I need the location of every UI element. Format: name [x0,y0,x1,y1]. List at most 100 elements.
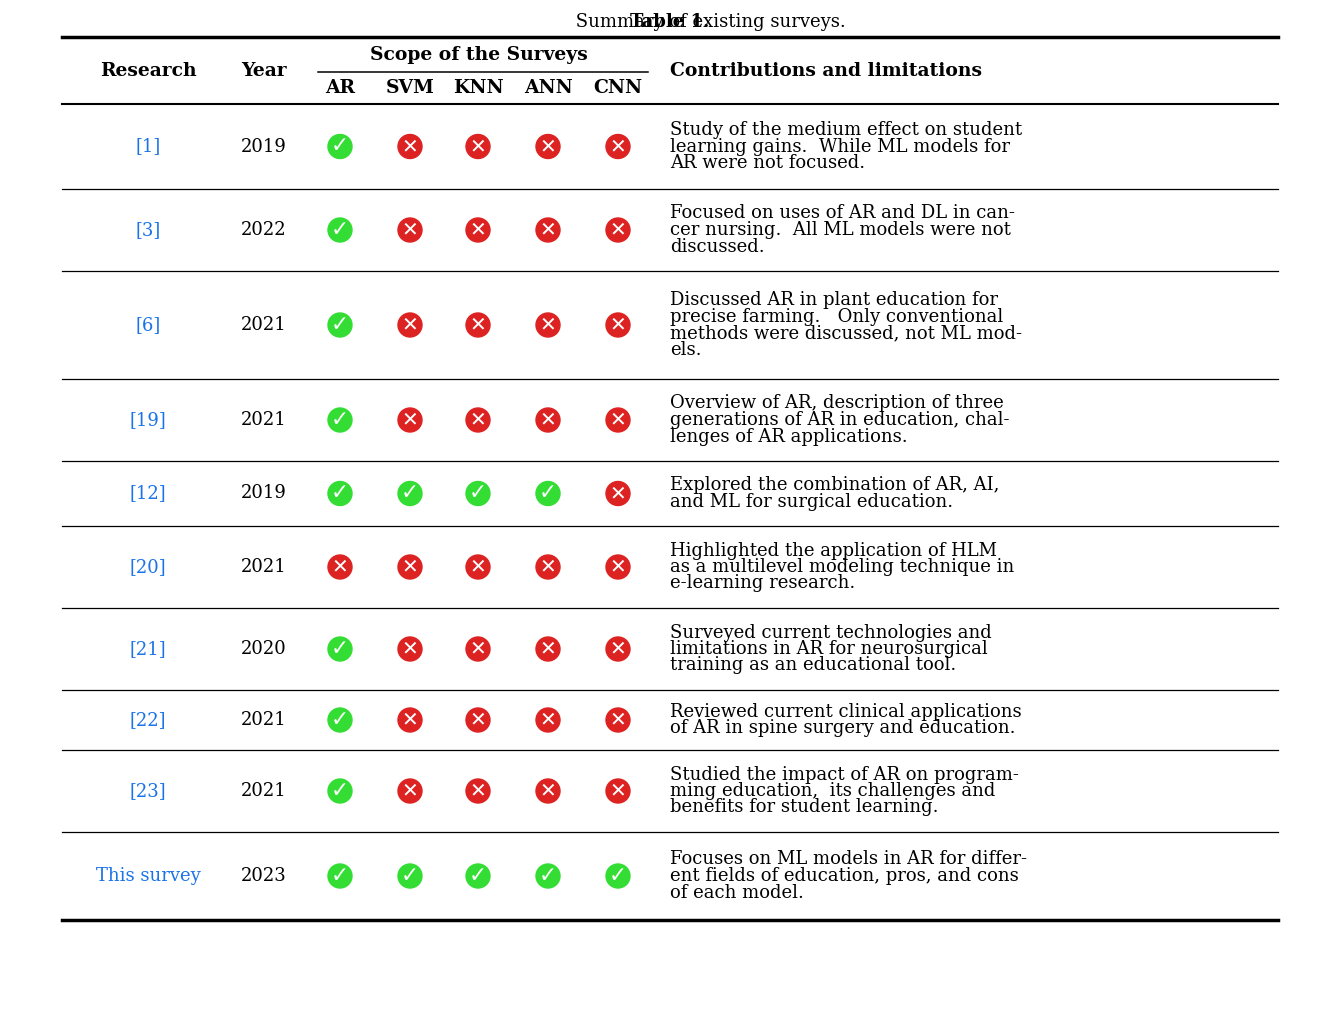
Circle shape [328,864,352,888]
Circle shape [606,408,630,432]
Text: ✓: ✓ [331,410,348,430]
Text: ✕: ✕ [469,710,486,730]
Text: precise farming.   Only conventional: precise farming. Only conventional [670,308,1004,326]
Circle shape [536,408,560,432]
Text: Highlighted the application of HLM: Highlighted the application of HLM [670,542,997,559]
Circle shape [328,779,352,803]
Text: of each model.: of each model. [670,883,804,902]
Text: ✕: ✕ [540,782,556,800]
Text: ✓: ✓ [539,866,557,886]
Text: ✓: ✓ [539,484,557,504]
Circle shape [398,134,422,158]
Circle shape [606,637,630,661]
Circle shape [328,637,352,661]
Text: CNN: CNN [594,79,643,97]
Text: learning gains.  While ML models for: learning gains. While ML models for [670,138,1010,155]
Text: 2020: 2020 [241,640,287,658]
Circle shape [606,708,630,732]
Text: ✕: ✕ [540,315,556,335]
Circle shape [466,779,490,803]
Text: 2019: 2019 [241,485,287,503]
Text: ✕: ✕ [540,557,556,577]
Text: ✓: ✓ [469,866,486,886]
Circle shape [536,637,560,661]
Text: ✕: ✕ [469,220,486,240]
Text: cer nursing.  All ML models were not: cer nursing. All ML models were not [670,221,1010,239]
Text: ✓: ✓ [469,484,486,504]
Circle shape [398,637,422,661]
Text: [19]: [19] [130,410,166,429]
Text: ✕: ✕ [402,220,418,240]
Text: ✕: ✕ [540,136,556,156]
Circle shape [466,482,490,506]
Text: [20]: [20] [130,558,166,576]
Text: lenges of AR applications.: lenges of AR applications. [670,427,907,446]
Circle shape [466,313,490,337]
Text: 2022: 2022 [241,221,287,239]
Circle shape [398,864,422,888]
Circle shape [606,218,630,242]
Text: as a multilevel modeling technique in: as a multilevel modeling technique in [670,558,1014,576]
Text: Overview of AR, description of three: Overview of AR, description of three [670,395,1004,413]
Circle shape [536,864,560,888]
Text: ✕: ✕ [610,639,626,659]
Circle shape [328,555,352,579]
Text: ✓: ✓ [331,315,348,335]
Text: ✕: ✕ [402,136,418,156]
Text: ✕: ✕ [610,557,626,577]
Text: ming education,  its challenges and: ming education, its challenges and [670,782,996,800]
Circle shape [328,482,352,506]
Text: 2021: 2021 [241,316,287,334]
Circle shape [328,218,352,242]
Text: ✓: ✓ [608,866,627,886]
Text: benefits for student learning.: benefits for student learning. [670,798,938,817]
Text: e-learning research.: e-learning research. [670,575,855,592]
Text: Focused on uses of AR and DL in can-: Focused on uses of AR and DL in can- [670,205,1014,222]
Text: discussed.: discussed. [670,238,765,255]
Circle shape [536,134,560,158]
Text: of AR in spine surgery and education.: of AR in spine surgery and education. [670,720,1016,737]
Text: ✕: ✕ [402,410,418,429]
Text: ✓: ✓ [331,220,348,240]
Text: Year: Year [241,61,287,80]
Text: generations of AR in education, chal-: generations of AR in education, chal- [670,410,1009,429]
Text: Table 1.: Table 1. [630,13,710,31]
Circle shape [328,134,352,158]
Text: ent fields of education, pros, and cons: ent fields of education, pros, and cons [670,866,1018,885]
Text: ✕: ✕ [402,710,418,730]
Text: Explored the combination of AR, AI,: Explored the combination of AR, AI, [670,477,1000,494]
Text: Study of the medium effect on student: Study of the medium effect on student [670,121,1022,139]
Circle shape [606,134,630,158]
Text: 2021: 2021 [241,558,287,576]
Text: KNN: KNN [453,79,504,97]
Circle shape [398,313,422,337]
Circle shape [398,555,422,579]
Text: 2021: 2021 [241,782,287,800]
Circle shape [466,864,490,888]
Circle shape [606,779,630,803]
Text: Surveyed current technologies and: Surveyed current technologies and [670,624,992,641]
Text: [6]: [6] [135,316,161,334]
Text: ✕: ✕ [402,557,418,577]
Circle shape [536,779,560,803]
Text: ✕: ✕ [610,220,626,240]
Text: ✕: ✕ [610,410,626,429]
Text: ✓: ✓ [331,484,348,504]
Circle shape [328,408,352,432]
Circle shape [398,482,422,506]
Text: Contributions and limitations: Contributions and limitations [670,61,982,80]
Circle shape [606,555,630,579]
Text: 2021: 2021 [241,410,287,429]
Text: ✕: ✕ [469,557,486,577]
Circle shape [398,708,422,732]
Text: ✕: ✕ [469,136,486,156]
Text: Focuses on ML models in AR for differ-: Focuses on ML models in AR for differ- [670,851,1026,869]
Text: ✕: ✕ [469,782,486,800]
Text: 2023: 2023 [241,866,287,885]
Text: ✕: ✕ [610,782,626,800]
Text: ✓: ✓ [401,484,419,504]
Circle shape [606,864,630,888]
Circle shape [328,708,352,732]
Circle shape [466,708,490,732]
Text: ✕: ✕ [402,315,418,335]
